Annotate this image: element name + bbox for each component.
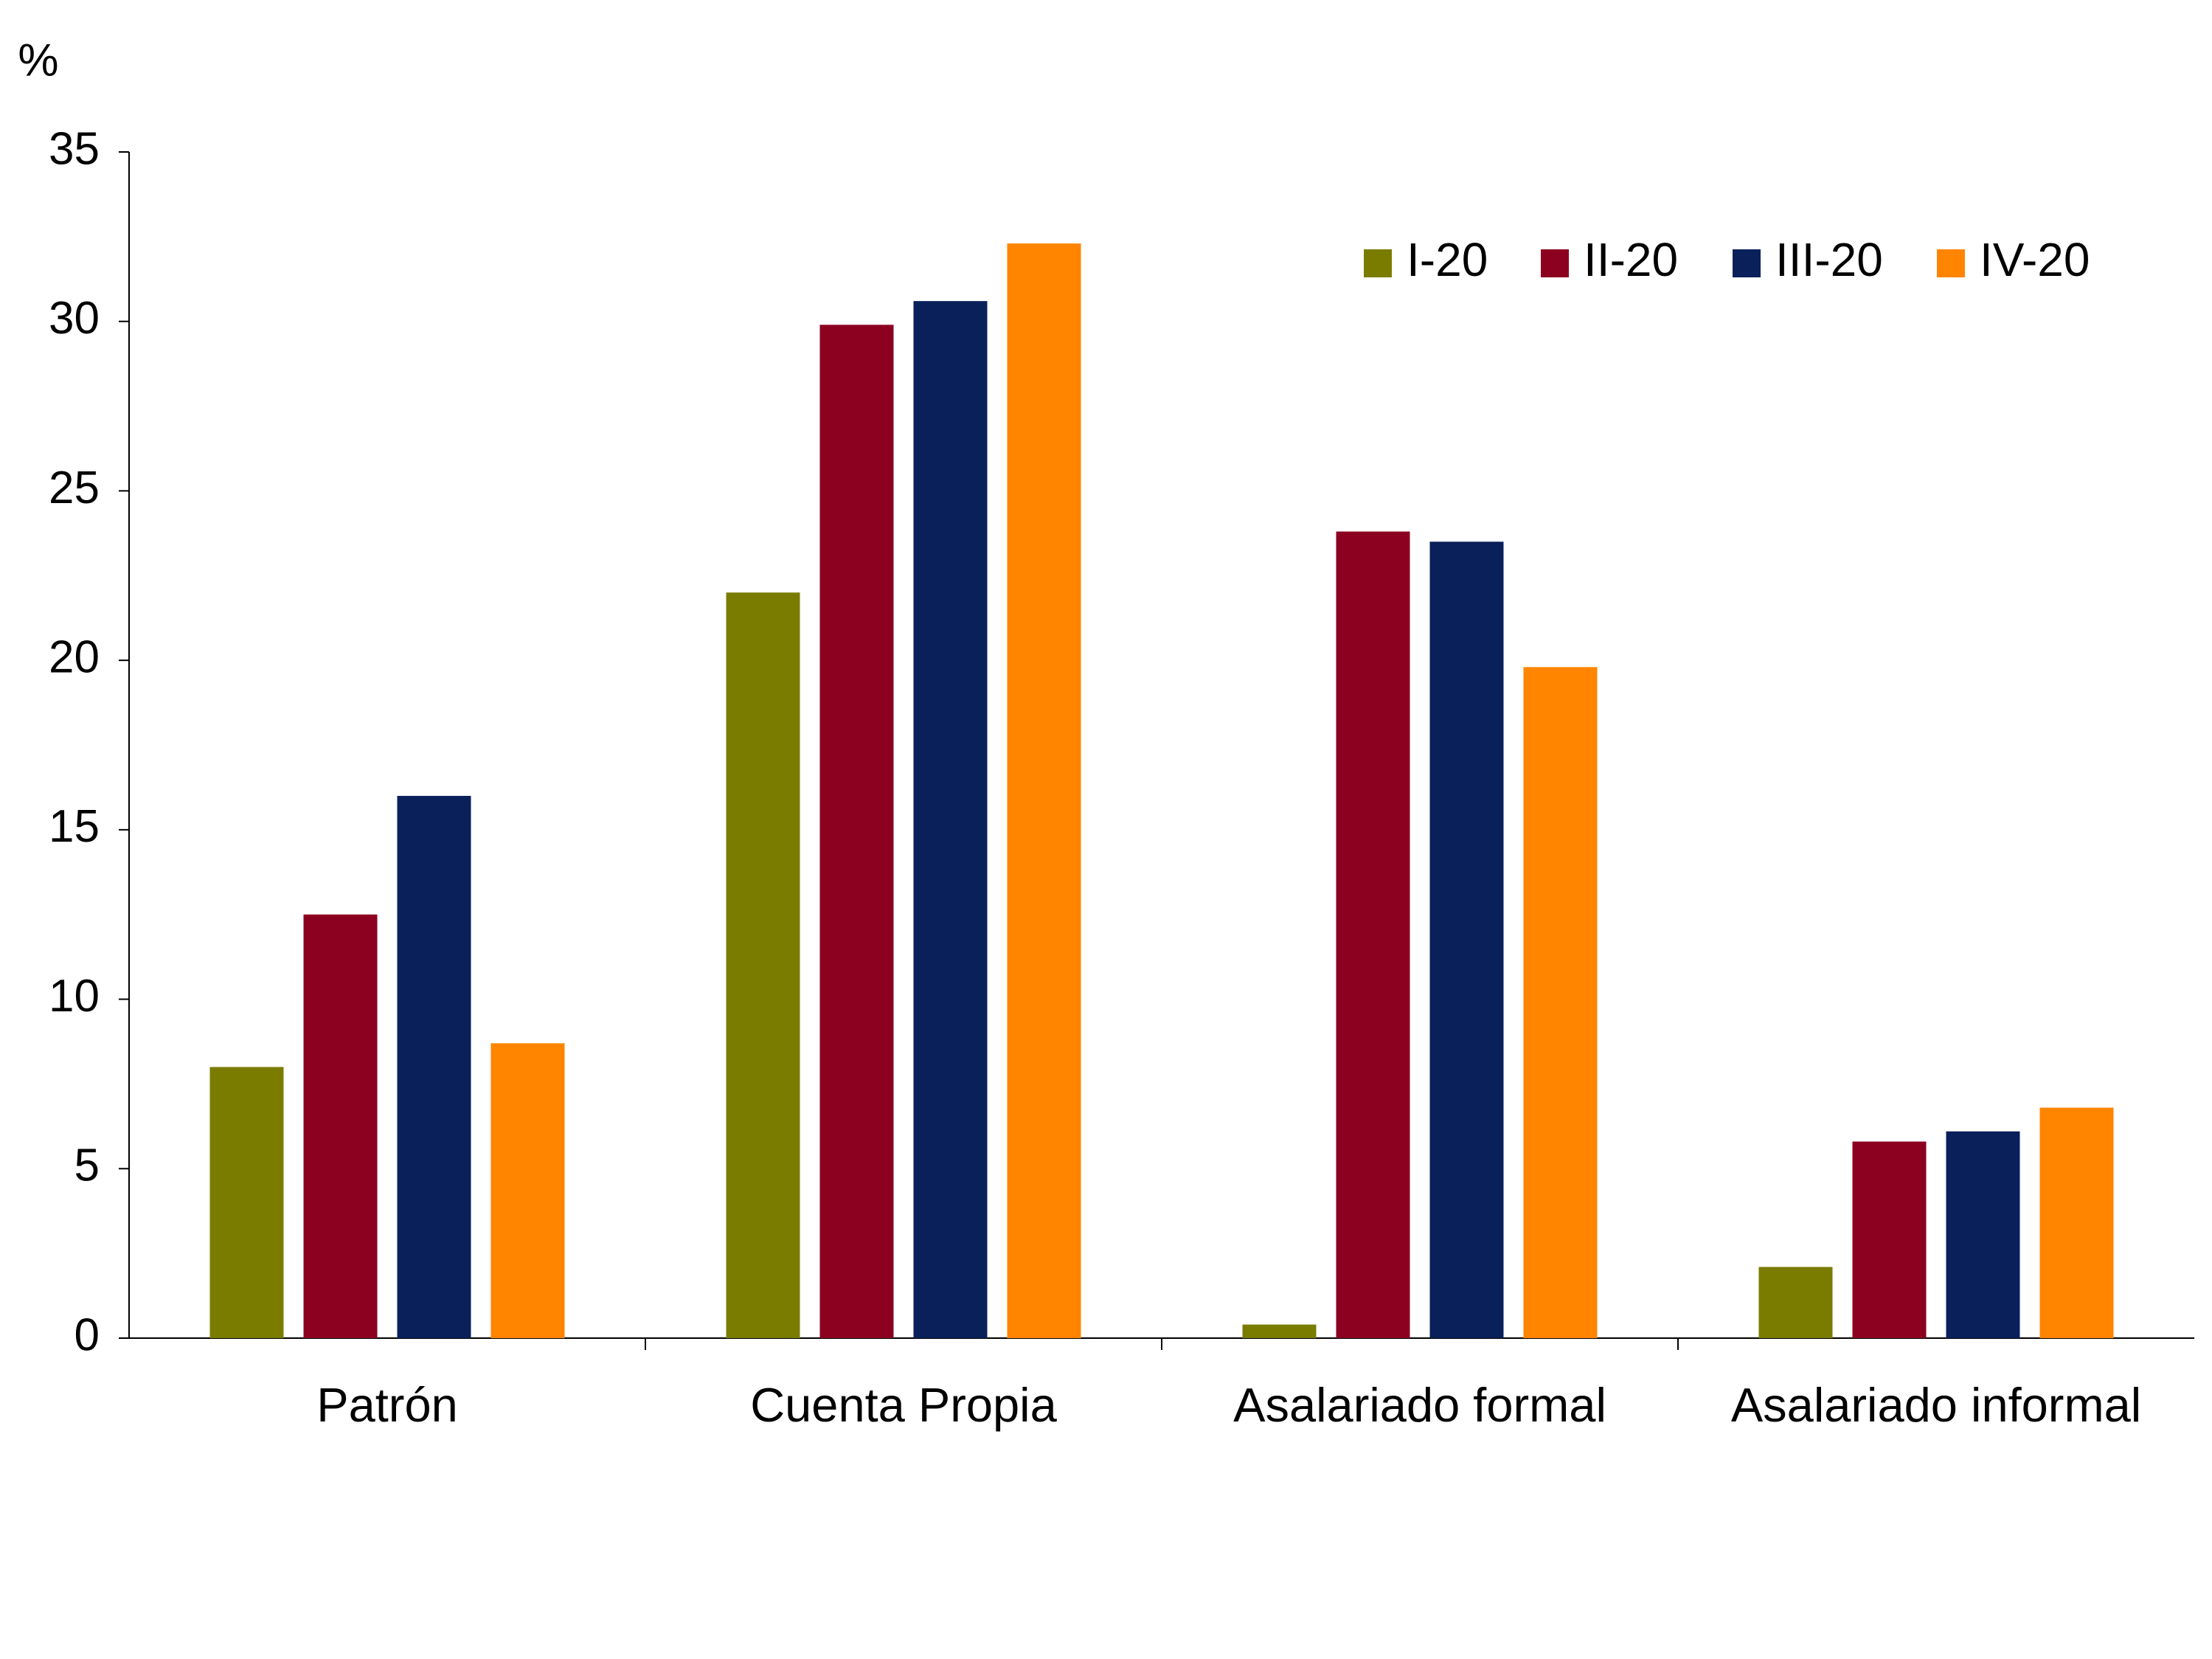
legend-swatch <box>1364 249 1392 277</box>
y-tick-label: 20 <box>49 632 100 683</box>
legend-swatch <box>1937 249 1965 277</box>
y-tick-label: 10 <box>49 971 100 1022</box>
bar <box>2039 1107 2114 1338</box>
bar <box>1336 531 1410 1338</box>
bar <box>1429 541 1504 1339</box>
y-axis-label: % <box>18 35 58 86</box>
y-tick-label: 0 <box>74 1309 100 1360</box>
legend-label: I-20 <box>1407 233 1488 286</box>
bar <box>1946 1131 2020 1338</box>
x-tick-label: Patrón <box>316 1378 458 1432</box>
bar <box>1758 1267 1833 1338</box>
legend-swatch <box>1733 249 1761 277</box>
bar <box>397 795 471 1338</box>
bar <box>913 301 988 1338</box>
bar <box>490 1043 565 1338</box>
bar <box>1007 243 1081 1339</box>
y-tick-label: 35 <box>49 123 100 174</box>
bar <box>1852 1141 1927 1338</box>
x-tick-label: Asalariado formal <box>1233 1378 1606 1432</box>
bar <box>1242 1324 1317 1338</box>
bar <box>209 1067 284 1338</box>
legend-label: III-20 <box>1775 233 1883 286</box>
y-tick-label: 15 <box>49 801 100 852</box>
legend-label: IV-20 <box>1980 233 2090 286</box>
x-tick-label: Asalariado informal <box>1731 1378 2141 1432</box>
bar <box>303 914 378 1338</box>
y-tick-label: 5 <box>74 1140 100 1191</box>
y-tick-label: 25 <box>49 463 100 513</box>
legend-swatch <box>1541 249 1569 277</box>
bar <box>726 592 800 1338</box>
bar <box>819 325 894 1338</box>
legend-label: II-20 <box>1584 233 1678 286</box>
bar <box>1523 667 1598 1338</box>
y-tick-label: 30 <box>49 293 100 344</box>
x-tick-label: Cuenta Propia <box>750 1378 1057 1432</box>
